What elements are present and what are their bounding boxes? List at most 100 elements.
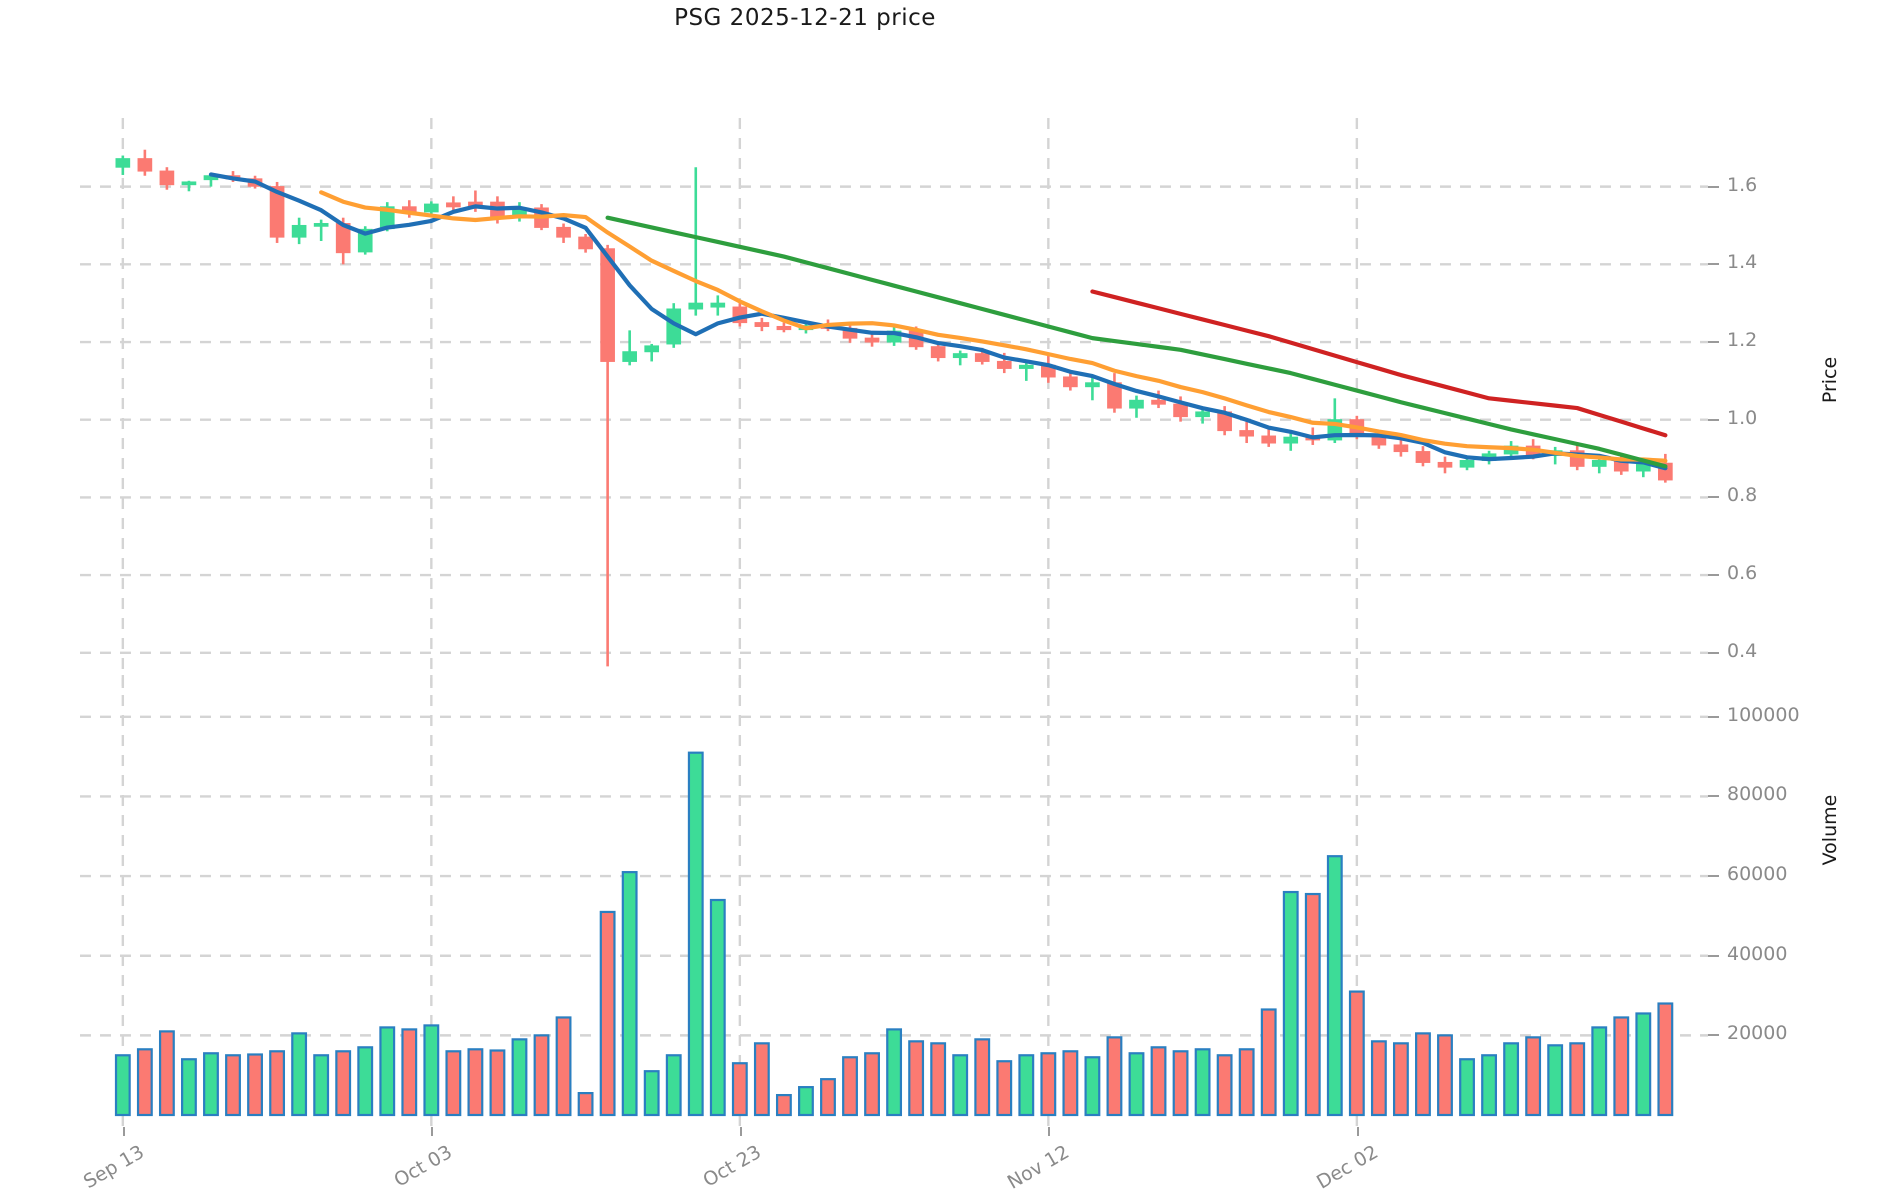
price-axis-title: Price [1819, 356, 1841, 404]
volume-bar [335, 1050, 352, 1117]
volume-bar [643, 1070, 660, 1117]
x-tick-mark [431, 1127, 434, 1136]
volume-bar [225, 1054, 241, 1117]
price-tick-label: 0.8 [1727, 484, 1758, 507]
volume-tick-mark [1708, 875, 1719, 878]
volume-bar [269, 1050, 286, 1117]
volume-bar [1304, 892, 1321, 1117]
x-tick-mark [1356, 1127, 1359, 1136]
price-vertical-gridlines [121, 118, 1359, 688]
volume-tick-mark [1708, 1034, 1719, 1037]
ma5-line [208, 172, 1668, 471]
volume-bar [798, 1086, 814, 1117]
volume-bar [467, 1048, 484, 1117]
volume-bar [181, 1058, 197, 1117]
volume-bar [1459, 1058, 1475, 1117]
volume-bar [1106, 1036, 1123, 1117]
volume-bar [864, 1052, 880, 1117]
volume-bar [1635, 1012, 1652, 1117]
volume-tick-label: 60000 [1727, 863, 1788, 886]
price-tick-mark [1708, 263, 1719, 266]
ma10-line [319, 190, 1668, 463]
chart-title: PSG 2025-12-21 price [674, 5, 936, 31]
volume-bar [291, 1032, 308, 1117]
volume-bar [1392, 1042, 1409, 1117]
ma200-line [1090, 289, 1668, 438]
volume-tick-label: 40000 [1727, 942, 1788, 965]
price-tick-label: 0.4 [1727, 639, 1758, 662]
volume-bar [1194, 1048, 1211, 1117]
volume-bar [357, 1046, 374, 1117]
volume-bar [1569, 1042, 1586, 1117]
volume-bar [753, 1042, 770, 1117]
volume-gridlines [80, 715, 1708, 1037]
volume-bar [555, 1016, 572, 1117]
price-plot [80, 118, 1708, 688]
x-tick-label: Oct 23 [699, 1141, 765, 1192]
x-tick-label: Sep 13 [79, 1141, 148, 1194]
volume-bar [1415, 1032, 1431, 1117]
volume-bar [379, 1026, 396, 1117]
volume-panel [80, 675, 1708, 1127]
price-tick-mark [1708, 418, 1719, 421]
volume-tick-mark [1708, 715, 1719, 718]
volume-bar [1591, 1026, 1608, 1117]
x-tick-label: Dec 02 [1312, 1141, 1382, 1194]
price-tick-mark [1708, 574, 1719, 577]
volume-bar [886, 1028, 903, 1117]
x-tick-label: Oct 03 [390, 1141, 457, 1192]
volume-bar [1216, 1054, 1233, 1117]
price-panel [80, 118, 1708, 688]
volume-tick-mark [1708, 795, 1719, 798]
volume-bar [1150, 1046, 1167, 1117]
volume-bar [687, 751, 704, 1117]
volume-bar [974, 1038, 991, 1117]
volume-bar [1613, 1016, 1630, 1117]
x-tick-label: Nov 12 [1004, 1141, 1074, 1194]
volume-bar [136, 1048, 153, 1117]
volume-bar [842, 1056, 858, 1117]
volume-bar [489, 1049, 506, 1117]
volume-bar [1481, 1054, 1497, 1117]
moving-average-lines [208, 172, 1668, 471]
volume-bar [820, 1078, 836, 1117]
x-tick-mark [739, 1127, 742, 1136]
volume-bar [1370, 1040, 1387, 1117]
volume-plot [80, 675, 1708, 1127]
volume-bar [1128, 1052, 1145, 1117]
volume-bar [445, 1050, 462, 1117]
volume-bar [908, 1040, 925, 1117]
volume-tick-label: 20000 [1727, 1022, 1788, 1045]
volume-axis-title: Volume [1819, 794, 1841, 866]
price-tick-label: 0.6 [1727, 562, 1758, 585]
price-tick-label: 1.6 [1727, 173, 1758, 196]
volume-bar [203, 1052, 219, 1117]
price-tick-mark [1708, 341, 1719, 343]
volume-bar [1547, 1044, 1564, 1117]
price-tick-label: 1.0 [1727, 406, 1758, 429]
volume-bar [775, 1093, 792, 1117]
volume-bar [1260, 1008, 1277, 1117]
volume-bar [731, 1062, 748, 1117]
volume-bar [952, 1054, 969, 1117]
volume-bar [114, 1054, 131, 1117]
volume-bar [1062, 1050, 1079, 1117]
volume-tick-label: 80000 [1727, 783, 1788, 806]
volume-bar [709, 898, 726, 1117]
volume-bar [533, 1034, 550, 1117]
volume-bar [1018, 1054, 1035, 1117]
volume-bar [1238, 1048, 1255, 1117]
volume-bar [1084, 1056, 1101, 1117]
volume-bar [665, 1054, 682, 1117]
volume-bar [1525, 1036, 1542, 1117]
volume-bar [1503, 1042, 1520, 1117]
volume-bar [1348, 990, 1365, 1117]
volume-bar [313, 1054, 330, 1117]
price-tick-mark [1708, 185, 1719, 188]
volume-bar [1282, 890, 1299, 1117]
volume-bar-series [114, 751, 1674, 1117]
x-tick-mark [1048, 1127, 1051, 1136]
volume-bar [621, 871, 638, 1117]
volume-bar [1040, 1052, 1057, 1117]
